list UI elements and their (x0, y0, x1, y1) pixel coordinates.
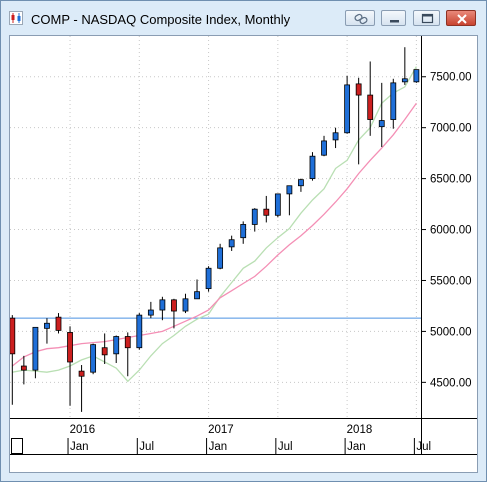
y-tick-label: 5500.00 (430, 275, 472, 287)
candle-up (298, 179, 304, 187)
x-tick-label: Jul (278, 441, 293, 453)
candle-up (251, 208, 258, 225)
candle-up (159, 299, 166, 311)
x-tick-label: Jan (347, 441, 366, 453)
maximize-button[interactable] (413, 10, 440, 26)
y-tick-label: 5000.00 (430, 326, 472, 338)
y-tick-label: 7500.00 (430, 72, 472, 84)
candle-up (286, 185, 293, 195)
candle-down (101, 347, 108, 356)
candle-up (90, 344, 97, 373)
candle-down (10, 317, 16, 355)
candle-down (263, 208, 270, 216)
candle-up (113, 336, 120, 355)
candle-up (274, 193, 281, 216)
candle-down (124, 336, 131, 349)
candle-up (182, 298, 189, 312)
candle-up (205, 267, 212, 290)
candle-up (240, 224, 247, 239)
candle-up (332, 132, 339, 141)
close-button[interactable] (446, 10, 476, 26)
candle-up (217, 247, 224, 269)
year-label: 2017 (208, 424, 234, 436)
candle-up (136, 314, 143, 349)
candlestick-chart[interactable]: 4500.00 5000.00 5500.00 6000.00 6500.00 7000.… (10, 36, 477, 472)
candle-down (171, 299, 177, 312)
candle-down (355, 83, 362, 96)
window-title: COMP - NASDAQ Composite Index, Monthly (31, 12, 291, 27)
link-icon (354, 13, 368, 25)
candle-up (378, 120, 385, 128)
maximize-icon (421, 13, 434, 24)
x-tick-label: Jul (139, 441, 154, 453)
axis-corner-box (11, 438, 23, 454)
candle-up (390, 82, 397, 120)
candle-down (67, 332, 73, 363)
plot-background (10, 36, 421, 418)
title-bar[interactable]: COMP - NASDAQ Composite Index, Monthly (1, 1, 486, 35)
candle-up (309, 155, 316, 180)
y-tick-label: 7000.00 (430, 123, 472, 135)
minimize-button[interactable] (381, 10, 406, 26)
close-icon (457, 14, 467, 24)
candle-down (367, 94, 374, 120)
candle-up (344, 84, 351, 134)
candle-down (55, 316, 62, 331)
moving-average-long-line (11, 102, 417, 367)
candle-up (413, 69, 420, 83)
y-tick-label: 6500.00 (430, 174, 472, 186)
x-tick-label: Jan (209, 441, 228, 453)
candle-up (228, 239, 235, 248)
year-label: 2016 (70, 424, 96, 436)
link-button[interactable] (345, 10, 375, 26)
candle-up (32, 326, 39, 371)
candle-up (44, 322, 50, 329)
y-tick-label: 4500.00 (430, 377, 472, 389)
candlestick-chart-icon (9, 11, 23, 25)
candle-down (20, 365, 27, 371)
minimize-icon (390, 20, 399, 23)
candle-up (321, 140, 327, 156)
moving-average-short-line (12, 66, 417, 383)
candle-down (78, 370, 85, 377)
candle-up (147, 309, 154, 316)
year-label: 2018 (347, 424, 373, 436)
x-tick-label: Jul (416, 441, 431, 453)
candle-up (401, 78, 408, 83)
candle-up (194, 291, 200, 300)
chart-panel[interactable]: 4500.00 5000.00 5500.00 6000.00 6500.00 7000.… (9, 35, 478, 473)
y-tick-label: 6000.00 (430, 225, 472, 237)
x-tick-label: Jan (70, 441, 89, 453)
